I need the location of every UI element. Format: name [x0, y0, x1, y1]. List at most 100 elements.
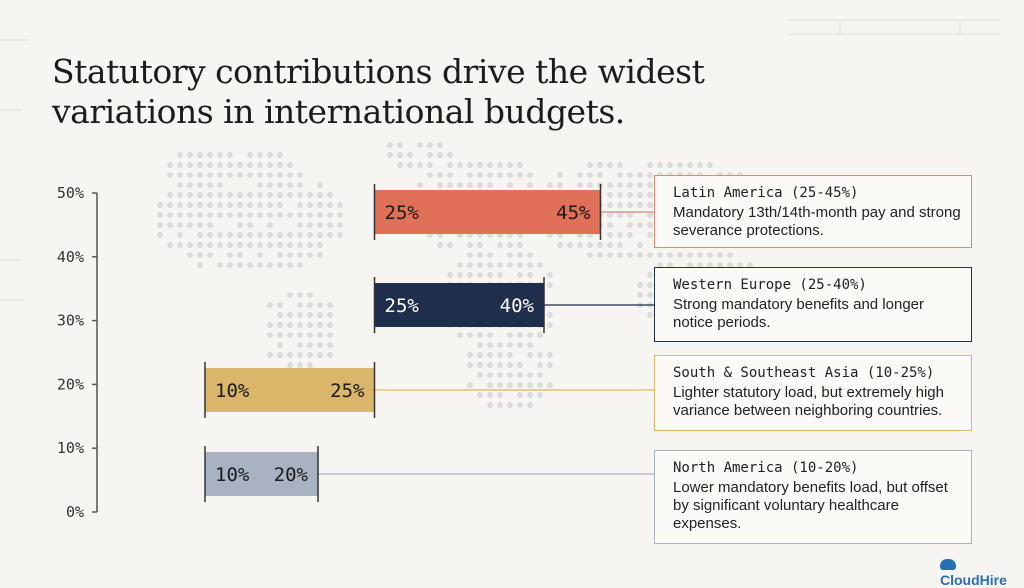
- map-dot: [287, 242, 293, 248]
- map-dot: [467, 242, 473, 248]
- map-dot: [507, 172, 513, 178]
- map-dot: [327, 232, 333, 238]
- map-dot: [587, 182, 593, 188]
- map-dot: [537, 332, 543, 338]
- callout-3: South & Southeast Asia (10-25%) Lighter s…: [654, 355, 972, 431]
- map-dot: [247, 162, 253, 168]
- map-dot: [427, 172, 433, 178]
- map-dot: [257, 162, 263, 168]
- map-dot: [237, 242, 243, 248]
- map-dot: [647, 212, 653, 218]
- map-dot: [257, 172, 263, 178]
- map-dot: [707, 162, 713, 168]
- map-dot: [637, 182, 643, 188]
- map-dot: [507, 402, 513, 408]
- map-dot: [317, 192, 323, 198]
- map-dot: [197, 212, 203, 218]
- map-dot: [497, 382, 503, 388]
- map-dot: [707, 262, 713, 268]
- map-dot: [507, 372, 513, 378]
- map-dot: [207, 192, 213, 198]
- map-dot: [397, 142, 403, 148]
- map-dot: [267, 242, 273, 248]
- map-dot: [577, 172, 583, 178]
- map-dot: [257, 202, 263, 208]
- map-dot: [207, 232, 213, 238]
- cloud-icon: [940, 559, 956, 570]
- map-dot: [317, 312, 323, 318]
- map-dot: [297, 202, 303, 208]
- map-dot: [447, 162, 453, 168]
- map-dot: [297, 312, 303, 318]
- map-dot: [317, 342, 323, 348]
- map-dot: [287, 192, 293, 198]
- map-dot: [287, 162, 293, 168]
- map-dot: [477, 172, 483, 178]
- map-dot: [267, 202, 273, 208]
- map-dot: [237, 162, 243, 168]
- map-dot: [287, 262, 293, 268]
- map-dot: [437, 182, 443, 188]
- range-bar-2: 25% 40%: [373, 277, 545, 333]
- map-dot: [187, 172, 193, 178]
- map-dot: [217, 212, 223, 218]
- map-dot: [257, 252, 263, 258]
- map-dot: [597, 162, 603, 168]
- map-dot: [437, 242, 443, 248]
- page-title: Statutory contributions drive the widest…: [52, 52, 705, 131]
- map-dot: [297, 292, 303, 298]
- map-dot: [187, 252, 193, 258]
- map-dot: [277, 212, 283, 218]
- map-dot: [447, 172, 453, 178]
- map-dot: [217, 152, 223, 158]
- map-dot: [487, 352, 493, 358]
- map-dot: [637, 172, 643, 178]
- map-dot: [617, 242, 623, 248]
- map-dot: [727, 252, 733, 258]
- map-dot: [517, 272, 523, 278]
- callout-title: Western Europe (25-40%): [673, 277, 867, 293]
- map-dot: [627, 252, 633, 258]
- map-dot: [667, 252, 673, 258]
- map-dot: [277, 242, 283, 248]
- map-dot: [517, 342, 523, 348]
- map-dot: [327, 312, 333, 318]
- map-dot: [627, 202, 633, 208]
- background-decoration: [0, 19, 1000, 301]
- map-dot: [197, 162, 203, 168]
- map-dot: [647, 272, 653, 278]
- callout-title: Latin America (25-45%): [673, 185, 859, 201]
- range-bar-rect: [205, 368, 375, 412]
- map-dot: [307, 312, 313, 318]
- map-dot: [247, 192, 253, 198]
- map-dot: [277, 332, 283, 338]
- map-dot: [437, 152, 443, 158]
- map-dot: [257, 192, 263, 198]
- map-dot: [597, 172, 603, 178]
- map-dot: [547, 312, 553, 318]
- map-dot: [197, 262, 203, 268]
- map-dot: [197, 252, 203, 258]
- map-dot: [587, 162, 593, 168]
- map-dot: [457, 162, 463, 168]
- map-dot: [287, 232, 293, 238]
- map-dot: [547, 382, 553, 388]
- map-dot: [187, 162, 193, 168]
- map-dot: [157, 212, 163, 218]
- map-dot: [177, 202, 183, 208]
- map-dot: [217, 182, 223, 188]
- map-dot: [167, 192, 173, 198]
- map-dot: [417, 142, 423, 148]
- map-dot: [547, 272, 553, 278]
- map-dot: [527, 252, 533, 258]
- map-dot: [517, 332, 523, 338]
- map-dot: [197, 202, 203, 208]
- map-dot: [567, 242, 573, 248]
- map-dot: [437, 142, 443, 148]
- map-dot: [157, 232, 163, 238]
- chart-canvas: 0%10%20%30%40%50% 25% 45%25% 40%10% 25%10% 2…: [0, 19, 1000, 521]
- map-dot: [517, 162, 523, 168]
- map-dot: [497, 242, 503, 248]
- map-dot: [157, 222, 163, 228]
- map-dot: [427, 142, 433, 148]
